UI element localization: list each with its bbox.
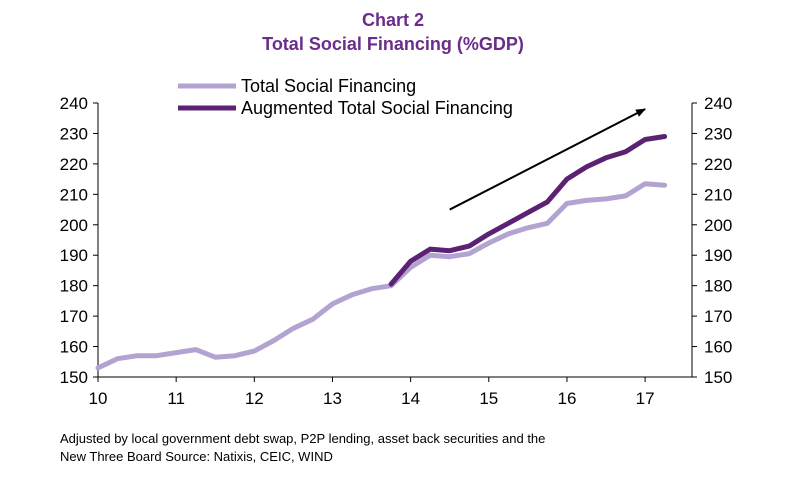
y-tick-label-right: 170 xyxy=(704,307,732,326)
x-tick-label: 12 xyxy=(245,389,264,408)
y-tick-label-right: 210 xyxy=(704,185,732,204)
y-tick-label-left: 170 xyxy=(60,307,88,326)
x-tick-label: 16 xyxy=(557,389,576,408)
y-tick-label-left: 180 xyxy=(60,277,88,296)
series-line-augmented-tsf xyxy=(388,134,668,287)
y-tick-label-right: 200 xyxy=(704,216,732,235)
footnote-line-2: New Three Board Source: Natixis, CEIC, W… xyxy=(60,449,333,464)
y-tick-label-right: 190 xyxy=(704,246,732,265)
y-tick-label-left: 190 xyxy=(60,246,88,265)
x-tick-label: 13 xyxy=(323,389,342,408)
x-tick-label: 11 xyxy=(167,389,185,408)
y-tick-label-right: 150 xyxy=(704,368,732,387)
x-tick-label: 10 xyxy=(89,389,108,408)
y-tick-label-right: 220 xyxy=(704,155,732,174)
legend-label: Augmented Total Social Financing xyxy=(241,98,513,118)
line-chart: 150 150 160 160 170 170 180 180 190 190 200 200 210 2… xyxy=(60,76,733,408)
legend-label: Total Social Financing xyxy=(241,76,416,96)
y-tick-label-left: 210 xyxy=(60,185,88,204)
y-tick-label-right: 240 xyxy=(704,94,732,113)
y-tick-label-left: 200 xyxy=(60,216,88,235)
x-tick-label: 17 xyxy=(636,389,655,408)
footnote: Adjusted by local government debt swap, … xyxy=(60,430,760,466)
footnote-line-1: Adjusted by local government debt swap, … xyxy=(60,431,546,446)
y-tick-label-left: 150 xyxy=(60,368,88,387)
series-line-total-social-financing xyxy=(95,181,668,371)
chart-title: Chart 2 xyxy=(361,10,424,30)
x-tick-label: 14 xyxy=(401,389,420,408)
x-tick-label: 15 xyxy=(479,389,498,408)
y-tick-label-left: 230 xyxy=(60,124,88,143)
y-tick-label-left: 160 xyxy=(60,338,88,357)
y-tick-label-right: 160 xyxy=(704,338,732,357)
y-tick-label-right: 180 xyxy=(704,277,732,296)
y-tick-label-right: 230 xyxy=(704,124,732,143)
y-tick-label-left: 220 xyxy=(60,155,88,174)
trend-arrow xyxy=(449,108,646,211)
chart-subtitle: Total Social Financing (%GDP) xyxy=(262,34,524,54)
y-tick-label-left: 240 xyxy=(60,94,88,113)
